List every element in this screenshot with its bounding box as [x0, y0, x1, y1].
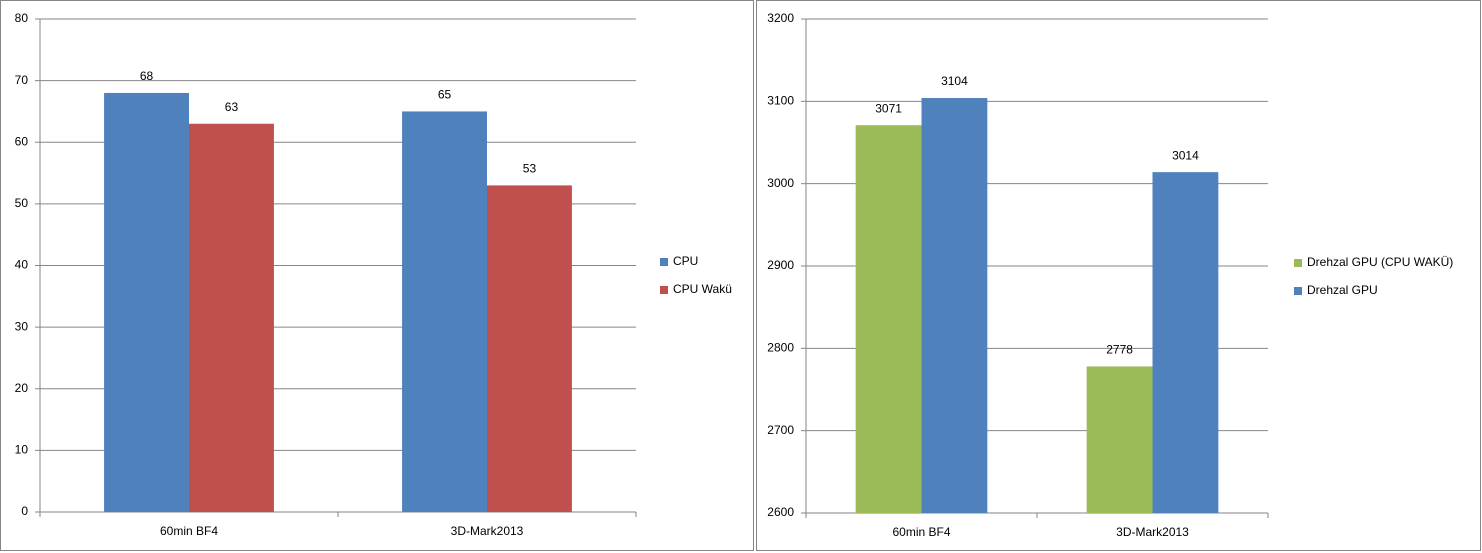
bar [1086, 366, 1153, 513]
y-tick-label: 40 [15, 258, 29, 272]
y-tick-label: 80 [15, 11, 29, 25]
legend-swatch [660, 258, 668, 266]
y-tick-label: 3100 [767, 94, 794, 108]
data-label: 3014 [1172, 148, 1199, 162]
legend-swatch [1294, 287, 1302, 295]
y-tick-label: 2800 [767, 341, 794, 355]
bar [1152, 172, 1219, 513]
data-label: 2778 [1106, 343, 1133, 357]
bar [402, 111, 487, 512]
data-label: 68 [140, 69, 154, 83]
y-tick-label: 3000 [767, 176, 794, 190]
y-tick-label: 50 [15, 196, 29, 210]
x-tick-label: 3D-Mark2013 [451, 524, 524, 538]
legend-swatch [660, 286, 668, 294]
data-label: 3071 [875, 101, 902, 115]
y-tick-label: 0 [21, 504, 28, 518]
bar [189, 123, 274, 512]
bar [921, 98, 988, 513]
data-label: 63 [225, 100, 239, 114]
y-tick-label: 2900 [767, 258, 794, 272]
y-tick-label: 60 [15, 134, 29, 148]
y-tick-label: 20 [15, 381, 29, 395]
y-tick-label: 3200 [767, 11, 794, 25]
y-tick-label: 10 [15, 443, 29, 457]
x-tick-label: 60min BF4 [892, 525, 950, 539]
data-label: 53 [523, 162, 537, 176]
legend-label: Drehzal GPU [1307, 283, 1378, 297]
legend-label: CPU [673, 254, 698, 268]
data-label: 65 [438, 88, 452, 102]
bar [104, 92, 189, 512]
y-tick-label: 2600 [767, 505, 794, 519]
x-tick-label: 60min BF4 [160, 524, 218, 538]
data-label: 3104 [941, 74, 968, 88]
x-tick-label: 3D-Mark2013 [1116, 525, 1189, 539]
y-tick-label: 2700 [767, 423, 794, 437]
y-tick-label: 70 [15, 73, 29, 87]
bar [855, 125, 922, 514]
legend-label: Drehzal GPU (CPU WAKÜ) [1307, 255, 1453, 269]
y-tick-label: 30 [15, 319, 29, 333]
bar [487, 185, 572, 512]
legend-label: CPU Wakü [673, 282, 732, 296]
legend-swatch [1294, 259, 1302, 267]
